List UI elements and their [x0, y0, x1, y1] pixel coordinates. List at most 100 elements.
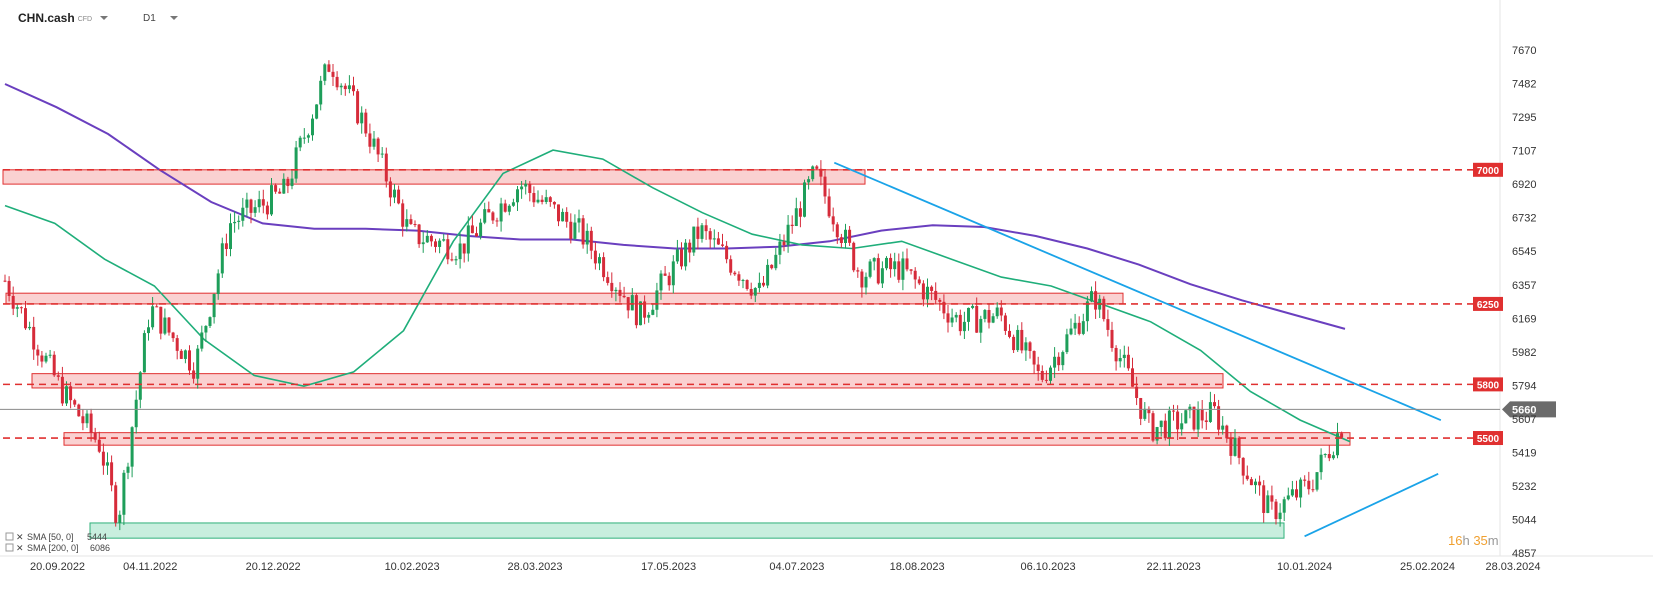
- y-tick-label: 7482: [1512, 79, 1536, 91]
- candle-body: [1200, 409, 1204, 421]
- candle-body: [429, 235, 433, 242]
- candle-body: [696, 226, 700, 239]
- candle-body: [897, 261, 901, 280]
- candle-body: [40, 355, 44, 362]
- y-tick-label: 5232: [1512, 481, 1536, 493]
- candle-body: [852, 242, 856, 271]
- y-tick-label: 6357: [1512, 280, 1536, 292]
- candle-body: [339, 85, 343, 88]
- candle-body: [1110, 329, 1114, 348]
- candle-body: [1331, 455, 1335, 459]
- candle-body: [302, 137, 306, 139]
- y-tick-label: 5044: [1512, 515, 1536, 527]
- candle-body: [1024, 342, 1028, 351]
- candle-body: [942, 301, 946, 314]
- legend-value: 5444: [87, 532, 107, 542]
- candle-body: [290, 178, 294, 187]
- resistance-zone-5500: [63, 432, 1351, 446]
- candle-body: [581, 218, 585, 245]
- legend-close-icon: ✕: [16, 532, 24, 542]
- candle-body: [122, 472, 126, 515]
- candle-body: [721, 244, 724, 246]
- candle-body: [347, 85, 351, 90]
- candle-body: [1020, 329, 1024, 351]
- candle-body: [757, 282, 761, 288]
- candle-body: [372, 138, 376, 147]
- candle-body: [651, 309, 655, 315]
- candle-body: [434, 241, 437, 247]
- timeframe-selector[interactable]: D1: [143, 8, 178, 28]
- candle-body: [253, 207, 257, 213]
- candle-body: [138, 372, 142, 400]
- legend-value: 6086: [90, 543, 110, 553]
- level-tag-bg-6250: [1473, 296, 1503, 311]
- candle-body: [1180, 423, 1184, 430]
- candle-body: [466, 225, 470, 254]
- y-tick-label: 4857: [1512, 548, 1536, 560]
- candle-body: [544, 197, 548, 202]
- x-tick-label: 04.11.2022: [123, 561, 177, 573]
- x-tick-label: 04.07.2023: [769, 561, 824, 573]
- candle-body: [848, 229, 852, 243]
- x-tick-label: 18.08.2023: [890, 561, 945, 573]
- candle-body: [343, 85, 347, 90]
- candle-body: [1159, 420, 1163, 428]
- candle-body: [1270, 495, 1274, 502]
- candle-body: [261, 199, 265, 206]
- symbol-selector[interactable]: CHN.cash CFD: [18, 8, 109, 28]
- candle-body: [762, 282, 765, 286]
- candle-body: [335, 76, 339, 88]
- candle-body: [1217, 406, 1221, 430]
- candle-body: [524, 183, 528, 187]
- candle-body: [97, 439, 101, 452]
- candle-body: [790, 224, 794, 227]
- y-tick-label: 6732: [1512, 213, 1536, 225]
- candle-body: [573, 222, 577, 239]
- candle-body: [306, 135, 310, 138]
- level-tag-7000: 7000: [1477, 166, 1500, 177]
- candle-body: [315, 104, 319, 119]
- candle-body: [921, 283, 925, 300]
- candle-body: [1307, 480, 1311, 490]
- candle-body: [179, 350, 183, 359]
- candle-body: [229, 223, 232, 250]
- candle-body: [495, 220, 499, 222]
- candle-body: [503, 203, 507, 212]
- candle-body: [532, 192, 536, 203]
- candle-body: [1176, 411, 1180, 430]
- candle-body: [856, 270, 860, 272]
- candle-body: [835, 224, 839, 238]
- x-tick-label: 28.03.2023: [507, 561, 562, 573]
- candle-body: [89, 413, 93, 433]
- candle-body: [798, 208, 802, 217]
- candle-body: [192, 370, 196, 379]
- candle-body: [893, 261, 897, 270]
- candle-body: [913, 270, 917, 280]
- candle-body: [880, 268, 884, 284]
- candle-body: [1299, 479, 1303, 498]
- candle-body: [885, 257, 888, 269]
- candle-body: [585, 230, 589, 245]
- candle-body: [409, 219, 413, 225]
- candle-body: [1184, 410, 1188, 424]
- candle-body: [311, 118, 314, 136]
- candle-body: [1053, 356, 1057, 368]
- candle-body: [552, 201, 556, 205]
- candle-body: [1340, 433, 1344, 438]
- candle-body: [528, 183, 532, 193]
- y-tick-label: 6169: [1512, 313, 1536, 325]
- candle-body: [1192, 406, 1196, 430]
- candle-body: [1065, 334, 1069, 353]
- candle-body: [1274, 501, 1278, 520]
- candle-body: [499, 203, 503, 222]
- candle-body: [569, 221, 573, 239]
- candle-body: [1245, 475, 1249, 480]
- candle-body: [237, 220, 241, 222]
- support-zone: [89, 522, 1285, 539]
- candle-body: [827, 196, 831, 217]
- candle-body: [1221, 425, 1225, 430]
- candle-body: [323, 64, 327, 81]
- candle-body: [548, 197, 552, 202]
